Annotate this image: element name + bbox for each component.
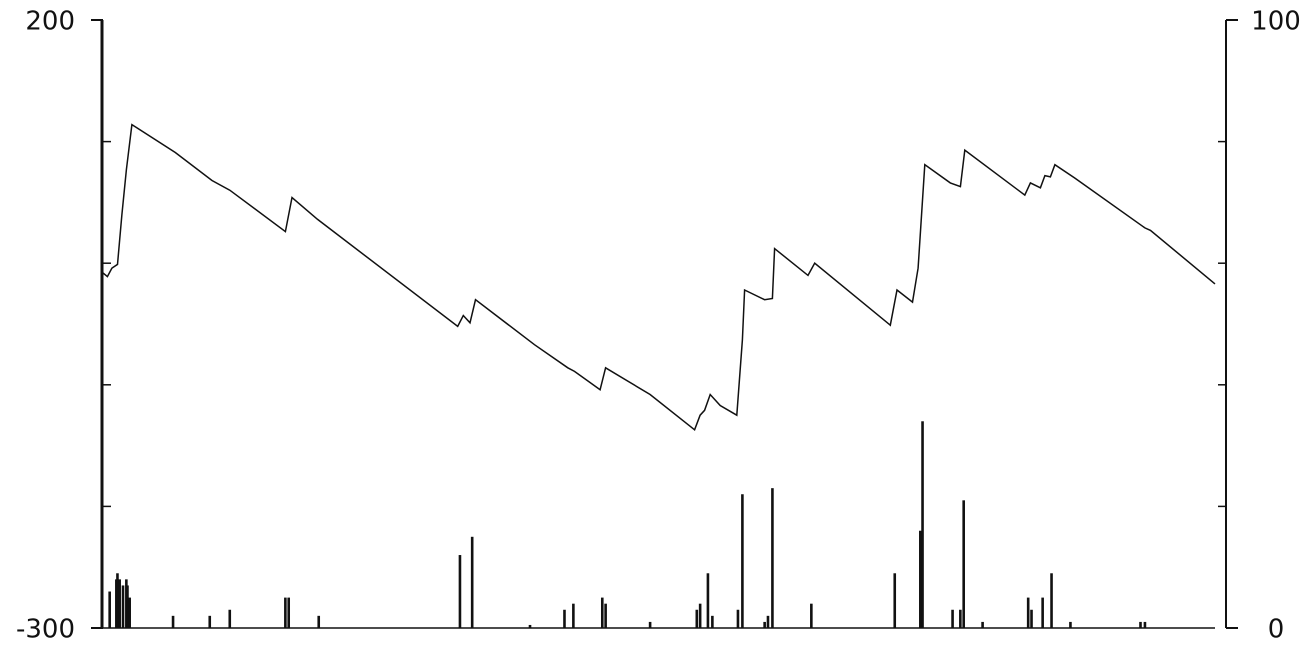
rainfall-bar [1050, 573, 1053, 628]
rainfall-bar [648, 621, 652, 628]
y-tick-label: -300 [16, 615, 75, 645]
rainfall-bar [228, 609, 232, 628]
rainfall-bar [698, 603, 702, 628]
rainfall-bar [572, 603, 575, 628]
rainfall-bar [118, 579, 121, 628]
rainfall-bar [771, 488, 774, 628]
rainfall-bar [962, 500, 965, 628]
rainfall-bar [604, 603, 607, 628]
rainfall-bar [171, 615, 175, 628]
rainfall-bar [128, 597, 131, 628]
rainfall-bar [108, 591, 111, 628]
rainfall-bar [208, 615, 212, 628]
rainfall-bar [563, 609, 566, 628]
rainfall-bar [126, 585, 129, 628]
rainfall-bar [766, 615, 770, 628]
rainfall-bar [981, 621, 984, 628]
rainfall-bar [458, 555, 462, 628]
rainfall-bar [1143, 621, 1147, 628]
rainfall-bar [600, 597, 604, 628]
y-tick-label: 200 [25, 7, 75, 37]
rainfall-bar [528, 624, 532, 628]
rainfall-bar [959, 609, 962, 628]
rainfall-bar [951, 609, 954, 628]
y2-tick-label: 100 [1251, 7, 1301, 37]
rainfall-bar [116, 573, 119, 628]
rainfall-bar [736, 609, 740, 628]
rainfall-bar [1026, 597, 1030, 628]
rainfall-bar [1069, 621, 1072, 628]
rainfall-bar [763, 621, 766, 628]
rainfall-bar [121, 585, 125, 628]
rainfall-bar [706, 573, 710, 628]
rainfall-bar [1030, 609, 1033, 628]
y2-tick-label: 0 [1268, 615, 1285, 645]
rainfall-bar [470, 536, 474, 628]
rainfall-bar [695, 609, 699, 628]
rainfall-bar [317, 615, 321, 628]
water-level-line [102, 123, 1216, 432]
rainfall-bar [1139, 621, 1142, 628]
rainfall-bar [741, 494, 744, 628]
rainfall-bar [287, 597, 291, 628]
rainfall-bar [919, 530, 922, 628]
rainfall-bar [893, 573, 897, 628]
rainfall-bar [1041, 597, 1044, 628]
rainfall-bar [711, 615, 714, 628]
rainfall-bar [810, 603, 813, 628]
rainfall-bar [921, 421, 924, 628]
rainfall-bar [284, 597, 287, 628]
